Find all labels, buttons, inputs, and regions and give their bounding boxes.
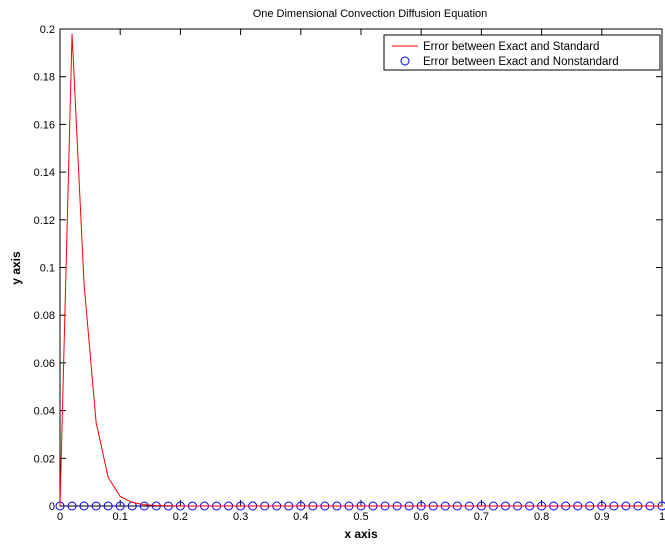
legend-box	[383, 34, 661, 71]
x-tick-label: 0.1	[113, 511, 128, 523]
x-axis-label: x axis	[344, 527, 378, 541]
x-tick-label: 0.3	[233, 511, 248, 523]
nonstandard-marker	[103, 501, 113, 511]
y-tick-labels: 0 0.02 0.04 0.06 0.08 0.1 0.12 0.14 0.16 0.18 0.2	[34, 24, 55, 513]
legend-entry-standard: Error between Exact and Standard	[423, 41, 599, 53]
nonstandard-marker	[79, 501, 89, 511]
x-tick-label: 0.6	[414, 511, 429, 523]
chart-title: One Dimensional Convection Diffusion Equ…	[253, 8, 488, 20]
y-tick-label: 0.06	[34, 358, 55, 370]
legend-circle-swatch	[400, 56, 410, 66]
x-tick-label: 1	[659, 511, 665, 523]
x-tick-label: 0.9	[594, 511, 609, 523]
legend: Error between Exact and Standard Error b…	[383, 34, 661, 71]
y-tick-label: 0.1	[40, 263, 55, 275]
nonstandard-marker	[67, 501, 77, 511]
x-tick-labels: 0 0.1 0.2 0.3 0.4 0.5 0.6 0.7 0.8 0.9 1	[57, 511, 665, 523]
legend-entry-nonstandard: Error between Exact and Nonstandard	[423, 56, 619, 68]
y-tick-label: 0.12	[34, 215, 55, 227]
y-tick-label: 0.16	[34, 119, 55, 131]
y-tick-label: 0.14	[34, 167, 55, 179]
nonstandard-marker	[139, 501, 149, 511]
y-tick-label: 0.08	[34, 310, 55, 322]
x-tick-label: 0.7	[474, 511, 489, 523]
nonstandard-marker	[115, 501, 125, 511]
y-tick-label: 0	[49, 501, 55, 513]
x-tick-label: 0.5	[353, 511, 368, 523]
y-tick-label: 0.2	[40, 24, 55, 36]
nonstandard-marker	[91, 501, 101, 511]
x-tick-label: 0.4	[293, 511, 308, 523]
y-tick-label: 0.18	[34, 72, 55, 84]
standard-error-line	[59, 33, 662, 507]
y-tick-label: 0.04	[34, 406, 55, 418]
x-tick-label: 0.2	[173, 511, 188, 523]
y-tick-label: 0.02	[34, 453, 55, 465]
y-axis-label: y axis	[9, 251, 23, 285]
x-tick-label: 0.8	[534, 511, 549, 523]
x-tick-label: 0	[57, 511, 63, 523]
